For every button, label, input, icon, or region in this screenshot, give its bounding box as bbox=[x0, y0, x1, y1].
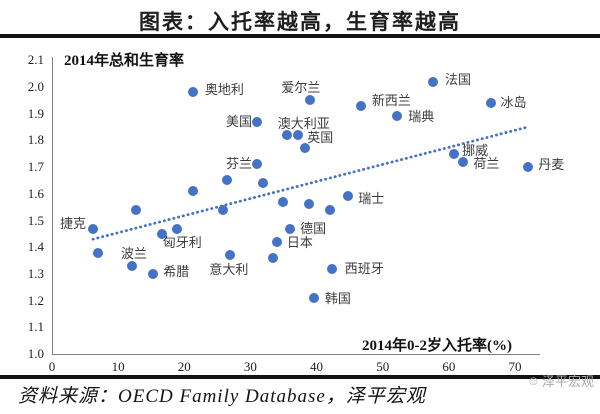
x-axis-tick-label: 20 bbox=[177, 359, 191, 374]
point-label: 德国 bbox=[300, 220, 327, 236]
point-label: 匈牙利 bbox=[162, 234, 202, 250]
scatter-point-芬兰 bbox=[252, 159, 263, 170]
point-label: 爱尔兰 bbox=[281, 80, 321, 96]
scatter-point-匈牙利 bbox=[156, 228, 167, 239]
scatter-point bbox=[222, 175, 233, 186]
scatter-point-波兰 bbox=[127, 260, 138, 271]
point-label: 法国 bbox=[444, 71, 471, 87]
scatter-point bbox=[172, 223, 182, 234]
y-axis-tick-label: 1.5 bbox=[27, 212, 44, 228]
point-label: 韩国 bbox=[324, 290, 351, 306]
y-axis-tick-label: 1.6 bbox=[27, 185, 44, 201]
scatter-point-爱尔兰 bbox=[304, 95, 315, 106]
x-axis-tick-label: 50 bbox=[376, 359, 390, 374]
point-label: 日本 bbox=[286, 234, 313, 250]
scatter-point bbox=[304, 199, 315, 210]
scatter-point bbox=[218, 204, 229, 215]
scatter-point-意大利 bbox=[224, 250, 235, 261]
y-axis-tick-label: 1.2 bbox=[27, 292, 44, 308]
watermark: ☺ 泽平宏观 bbox=[527, 371, 594, 390]
point-label: 澳大利亚 bbox=[277, 116, 330, 132]
watermark-label: 泽平宏观 bbox=[541, 374, 594, 389]
point-label: 意大利 bbox=[209, 262, 249, 278]
bottom-divider bbox=[0, 375, 600, 379]
scatter-point bbox=[324, 204, 335, 215]
point-label: 荷兰 bbox=[473, 155, 500, 171]
y-axis-series-title: 2014年总和生育率 bbox=[64, 53, 185, 69]
smiley-logo-icon: ☺ bbox=[526, 373, 540, 388]
y-axis-tick-label: 1.3 bbox=[27, 265, 44, 281]
point-label: 芬兰 bbox=[226, 156, 253, 172]
scatter-point-新西兰 bbox=[355, 100, 366, 111]
x-axis-tick-label: 30 bbox=[243, 359, 257, 374]
scatter-point-希腊 bbox=[148, 268, 159, 279]
point-label: 奥地利 bbox=[204, 82, 244, 98]
scatter-point-瑞典 bbox=[392, 111, 403, 122]
point-label: 冰岛 bbox=[500, 95, 527, 111]
x-axis-tick-label: 60 bbox=[442, 359, 456, 374]
point-label: 瑞士 bbox=[358, 191, 385, 207]
top-divider bbox=[0, 34, 600, 38]
x-axis-tick-label: 10 bbox=[111, 359, 125, 374]
point-label: 挪威 bbox=[462, 142, 489, 158]
scatter-point-德国 bbox=[285, 223, 296, 234]
scatter-point-法国 bbox=[427, 76, 438, 87]
page-title: 图表：入托率越高，生育率越高 bbox=[139, 10, 461, 34]
scatter-point-挪威 bbox=[449, 148, 460, 159]
scatter-point bbox=[187, 186, 198, 197]
x-axis-tick-label: 0 bbox=[48, 359, 56, 374]
y-axis-line bbox=[52, 57, 53, 354]
point-label: 希腊 bbox=[163, 263, 190, 279]
scatter-point bbox=[257, 178, 268, 189]
scatter-point-捷克 bbox=[88, 223, 98, 234]
point-label: 英国 bbox=[307, 130, 334, 146]
scatter-point-奥地利 bbox=[187, 87, 198, 98]
point-label: 捷克 bbox=[59, 215, 86, 231]
y-axis-tick-label: 2.1 bbox=[27, 52, 44, 68]
scatter-point-丹麦 bbox=[523, 162, 534, 173]
point-label: 瑞典 bbox=[408, 109, 435, 125]
y-axis-tick-label: 1.7 bbox=[27, 159, 44, 175]
scatter-point bbox=[93, 247, 104, 258]
point-label: 新西兰 bbox=[371, 92, 411, 108]
y-axis-tick-label: 1.1 bbox=[27, 319, 44, 335]
x-axis-tick-label: 70 bbox=[508, 359, 522, 374]
x-axis-tick-label: 40 bbox=[310, 359, 324, 374]
y-axis-tick-label: 1.8 bbox=[27, 132, 44, 148]
scatter-point-韩国 bbox=[308, 292, 319, 303]
scatter-point-冰岛 bbox=[485, 98, 496, 109]
y-axis-tick-label: 1.0 bbox=[27, 346, 44, 361]
scatter-point bbox=[267, 252, 278, 263]
scatter-point-英国 bbox=[300, 143, 311, 154]
point-label: 西班牙 bbox=[344, 260, 384, 276]
scatter-point-瑞士 bbox=[343, 191, 354, 202]
point-label: 波兰 bbox=[121, 245, 148, 261]
scatter-point bbox=[277, 196, 288, 207]
x-axis-title: 2014年0-2岁入托率(%) bbox=[362, 338, 512, 354]
scatter-point-澳大利亚 bbox=[281, 130, 292, 141]
scatter-point bbox=[130, 204, 141, 215]
source-note: 资料来源：OECD Family Database，泽平宏观 bbox=[18, 386, 426, 407]
scatter-point-荷兰 bbox=[458, 156, 469, 167]
y-axis-tick-label: 2.0 bbox=[27, 79, 44, 94]
y-axis-tick-label: 1.4 bbox=[27, 239, 44, 255]
point-label: 丹麦 bbox=[538, 157, 565, 173]
point-label: 美国 bbox=[226, 113, 253, 129]
x-axis-line bbox=[52, 354, 540, 355]
scatter-point-日本 bbox=[271, 236, 282, 247]
scatter-point-美国 bbox=[252, 116, 263, 127]
scatter-point-西班牙 bbox=[326, 263, 337, 274]
scatter-point bbox=[293, 130, 304, 141]
y-axis-tick-label: 1.9 bbox=[27, 105, 44, 121]
